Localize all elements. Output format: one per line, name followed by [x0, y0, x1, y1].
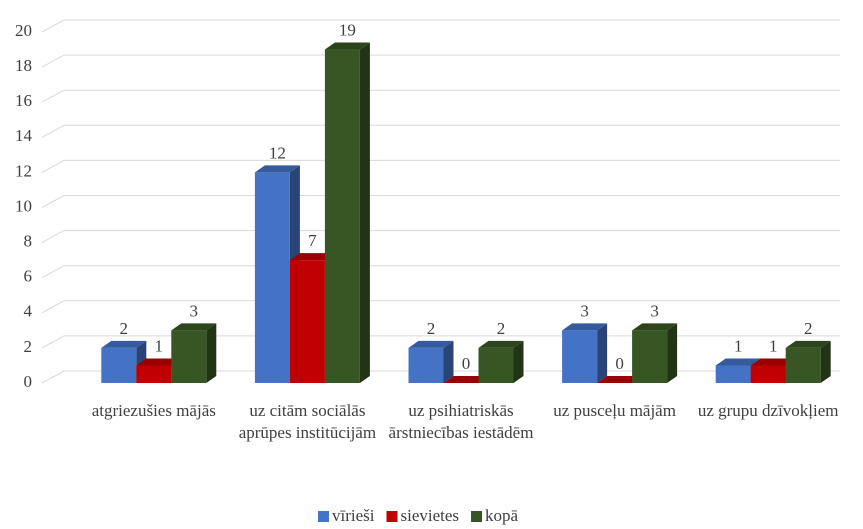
- bar-face: [715, 358, 761, 366]
- grid-line: [41, 159, 840, 173]
- bar-face: [171, 330, 207, 383]
- x-tick-label: uz pusceļu mājām: [553, 401, 676, 420]
- bar: [408, 340, 454, 383]
- legend-label: kopā: [485, 506, 519, 525]
- data-label: 3: [190, 301, 199, 320]
- y-tick-label: 6: [24, 267, 33, 286]
- bar-face: [667, 323, 678, 383]
- x-tick-label: uz citām sociālās aprūpes institūcijām: [238, 401, 377, 442]
- y-tick-label: 4: [24, 302, 33, 321]
- bar-face: [171, 323, 217, 331]
- data-label: 2: [497, 319, 506, 338]
- bar: [562, 323, 608, 383]
- bar-face: [478, 340, 524, 348]
- grid-line: [41, 19, 840, 33]
- y-tick-label: 0: [24, 372, 33, 391]
- grid-line: [41, 195, 840, 208]
- x-tick-label: uz psihiatriskās ārstniecības iestādēm: [388, 401, 534, 442]
- data-label: 1: [769, 336, 778, 355]
- bar-face: [101, 347, 137, 383]
- legend-label: sievietes: [401, 506, 460, 525]
- legend-swatch: [386, 511, 398, 522]
- bar-face: [254, 172, 290, 383]
- bar: [443, 376, 489, 383]
- legend-label: vīrieši: [332, 506, 375, 525]
- bar-face: [408, 347, 444, 383]
- x-tick-label: atgriezušies mājās: [91, 401, 216, 420]
- bar-face: [408, 340, 454, 348]
- y-tick-label: 14: [15, 126, 33, 145]
- bar-face: [562, 330, 598, 383]
- bar-face: [206, 323, 217, 383]
- legend-swatch: [471, 511, 483, 522]
- grid-line: [41, 265, 840, 279]
- bar: [785, 340, 831, 383]
- x-tick-label: uz grupu dzīvokļiem: [697, 401, 839, 420]
- data-label: 3: [650, 301, 659, 320]
- data-label: 2: [427, 319, 436, 338]
- bar-face: [443, 376, 489, 383]
- data-label: 2: [120, 319, 129, 338]
- grid-line: [41, 54, 840, 68]
- bar-face: [443, 340, 454, 383]
- grid-line: [41, 300, 840, 314]
- y-tick-label: 12: [15, 161, 32, 180]
- bar-face: [101, 340, 147, 348]
- data-label: 19: [339, 20, 356, 39]
- data-label: 1: [155, 336, 164, 355]
- bar-face: [254, 165, 300, 173]
- bar: [171, 323, 217, 383]
- bar-face: [289, 260, 325, 383]
- data-label: 0: [615, 354, 624, 373]
- bar-face: [136, 358, 182, 366]
- grid-line: [41, 230, 840, 244]
- bar-face: [632, 330, 668, 383]
- grid-line: [41, 124, 840, 138]
- bar: [324, 42, 370, 384]
- bar-face: [513, 340, 524, 383]
- legend-swatch: [318, 511, 329, 522]
- data-label: 2: [804, 319, 813, 338]
- bar-face: [632, 323, 678, 331]
- y-tick-label: 18: [15, 56, 32, 75]
- data-label: 0: [462, 354, 471, 373]
- bar-face: [136, 365, 172, 383]
- bar-face: [750, 365, 786, 383]
- bar-face: [785, 340, 831, 348]
- data-label: 7: [308, 231, 317, 250]
- data-label: 12: [269, 143, 286, 162]
- bar: [597, 376, 643, 383]
- data-label: 3: [580, 301, 589, 320]
- y-tick-label: 10: [15, 196, 32, 215]
- bar-face: [478, 347, 514, 383]
- y-tick-label: 16: [15, 91, 32, 110]
- bar-face: [750, 358, 796, 366]
- bar: [632, 323, 678, 383]
- y-tick-label: 20: [15, 21, 32, 40]
- y-tick-label: 8: [24, 232, 33, 251]
- bar-face: [597, 323, 608, 383]
- bar: [478, 340, 524, 383]
- data-label: 1: [734, 336, 743, 355]
- bar-face: [785, 347, 821, 383]
- bar-face: [324, 42, 370, 50]
- bar-face: [324, 49, 360, 384]
- bar-face: [597, 376, 643, 383]
- bar-face: [289, 253, 335, 261]
- bar-face: [715, 365, 751, 383]
- bar-face: [820, 340, 831, 383]
- bar-face: [359, 42, 370, 384]
- grid-line: [41, 89, 840, 103]
- bar-face: [562, 323, 608, 331]
- y-tick-label: 2: [24, 337, 33, 356]
